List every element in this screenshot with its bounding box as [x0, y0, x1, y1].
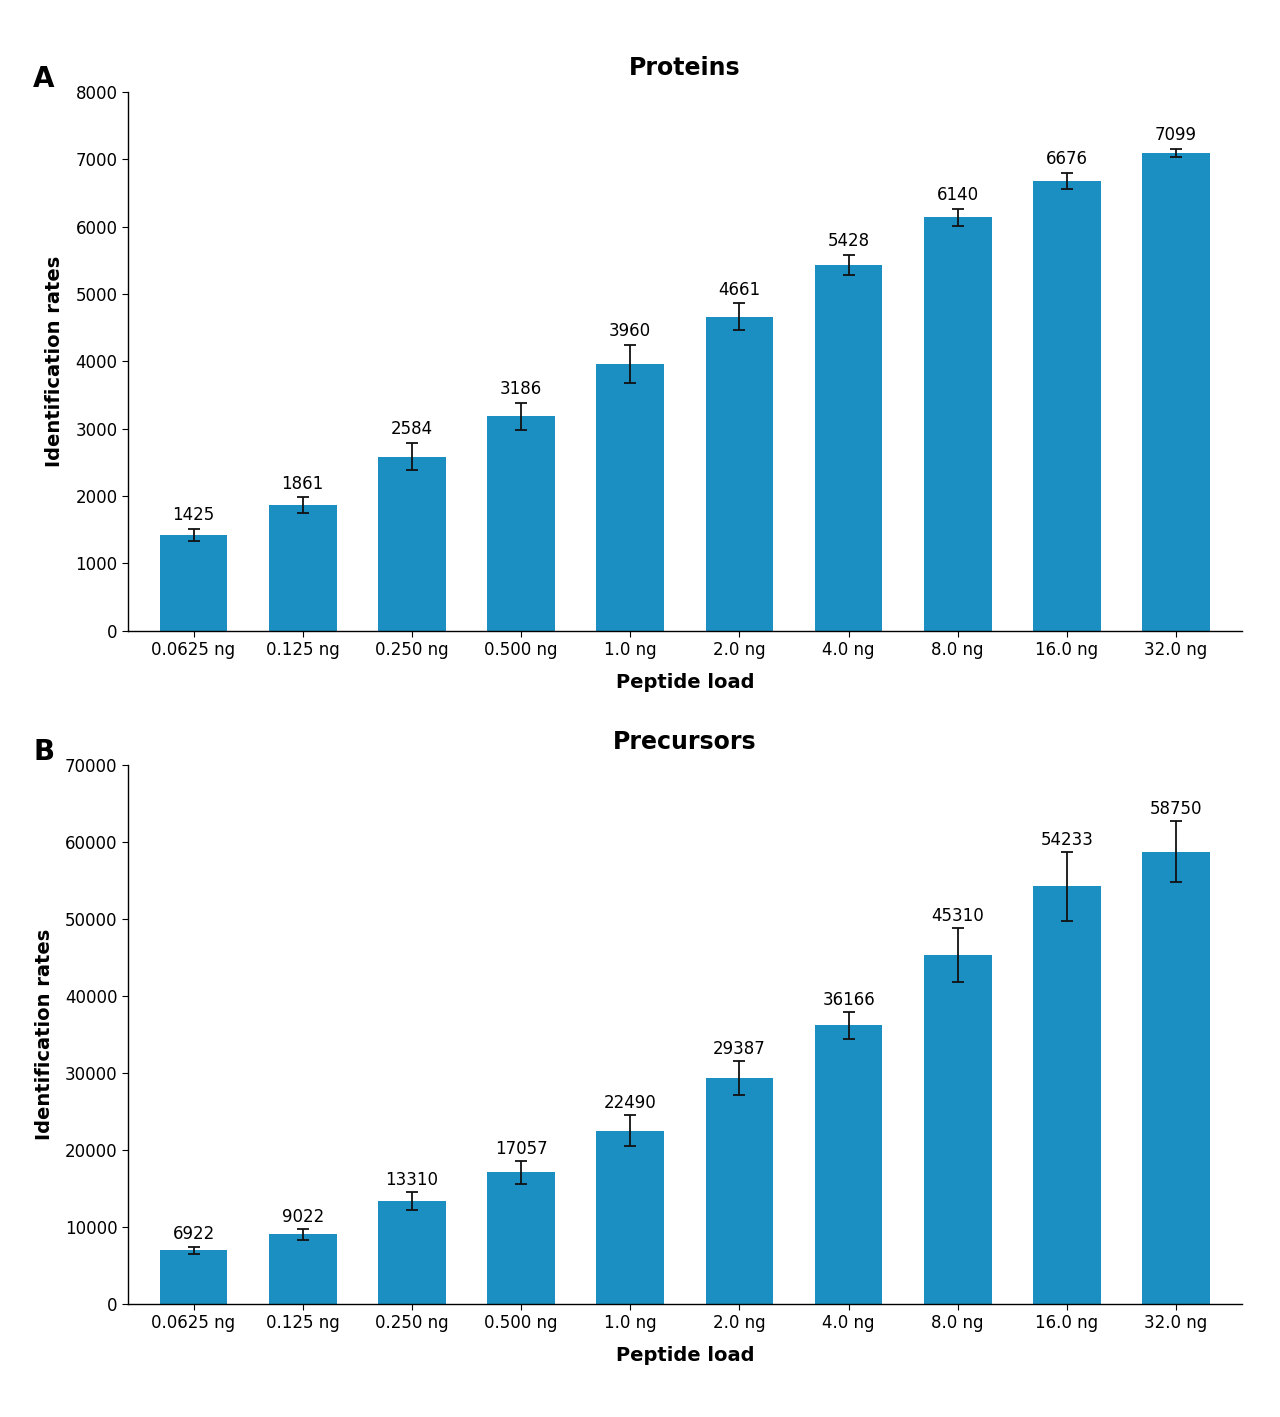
Bar — [1142, 852, 1210, 1304]
Title: Proteins: Proteins — [628, 57, 741, 81]
Text: 5428: 5428 — [827, 232, 869, 251]
Y-axis label: Identification rates: Identification rates — [35, 928, 54, 1141]
Text: B: B — [33, 738, 55, 767]
Text: 6922: 6922 — [173, 1226, 215, 1244]
Text: 36166: 36166 — [822, 990, 876, 1009]
Bar — [1142, 153, 1210, 631]
Bar — [1033, 181, 1101, 631]
Text: 1425: 1425 — [173, 506, 215, 524]
Bar — [378, 456, 445, 631]
Bar — [1033, 887, 1101, 1304]
Text: 13310: 13310 — [385, 1170, 438, 1189]
Text: 45310: 45310 — [932, 907, 984, 925]
Bar — [269, 506, 337, 631]
Text: 6676: 6676 — [1046, 150, 1088, 169]
X-axis label: Peptide load: Peptide load — [616, 1346, 754, 1365]
Text: 3186: 3186 — [500, 380, 543, 398]
Bar — [924, 217, 992, 631]
Bar — [705, 317, 773, 631]
Text: 9022: 9022 — [282, 1207, 324, 1226]
Bar — [705, 1077, 773, 1304]
Bar — [488, 417, 556, 631]
Text: 22490: 22490 — [604, 1094, 657, 1112]
Text: 54233: 54233 — [1041, 830, 1093, 849]
Text: 7099: 7099 — [1155, 126, 1197, 145]
Y-axis label: Identification rates: Identification rates — [45, 255, 64, 468]
Text: A: A — [33, 65, 55, 94]
Bar — [269, 1234, 337, 1304]
Text: 1861: 1861 — [282, 475, 324, 493]
Bar — [596, 364, 664, 631]
Bar — [488, 1172, 556, 1304]
X-axis label: Peptide load: Peptide load — [616, 673, 754, 691]
Title: Precursors: Precursors — [613, 730, 756, 754]
Bar — [378, 1202, 445, 1304]
Text: 3960: 3960 — [609, 323, 652, 340]
Text: 4661: 4661 — [718, 281, 760, 299]
Text: 2584: 2584 — [390, 421, 433, 438]
Text: 6140: 6140 — [937, 186, 979, 204]
Bar — [815, 1026, 882, 1304]
Text: 17057: 17057 — [495, 1139, 548, 1158]
Text: 29387: 29387 — [713, 1040, 765, 1057]
Bar — [924, 955, 992, 1304]
Bar — [160, 1250, 228, 1304]
Bar — [815, 265, 882, 631]
Bar — [160, 534, 228, 631]
Text: 58750: 58750 — [1149, 799, 1202, 818]
Bar — [596, 1131, 664, 1304]
